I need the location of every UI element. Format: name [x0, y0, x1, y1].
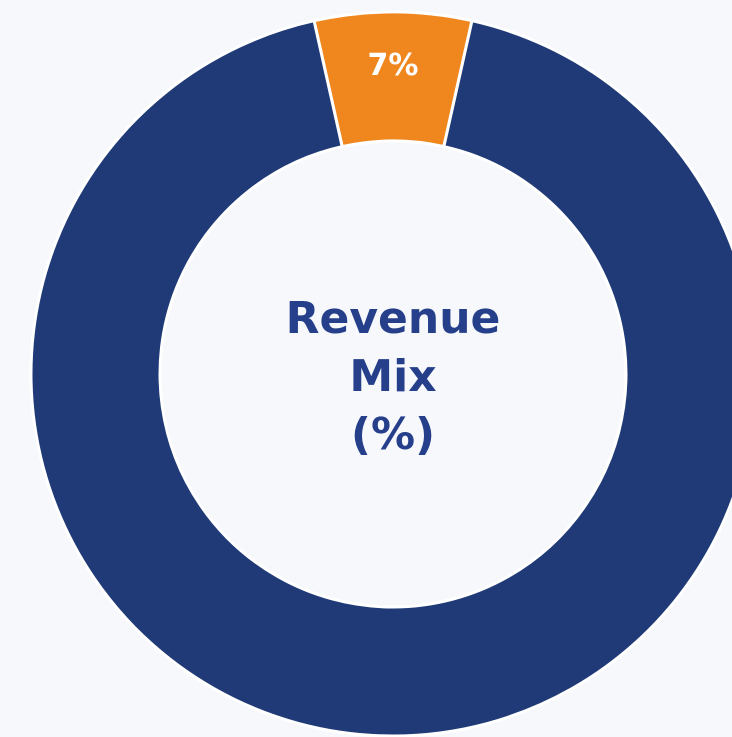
donut-slice: [29, 18, 732, 737]
data-label: 7%: [368, 48, 419, 83]
chart-title: Revenue Mix (%): [285, 293, 501, 460]
